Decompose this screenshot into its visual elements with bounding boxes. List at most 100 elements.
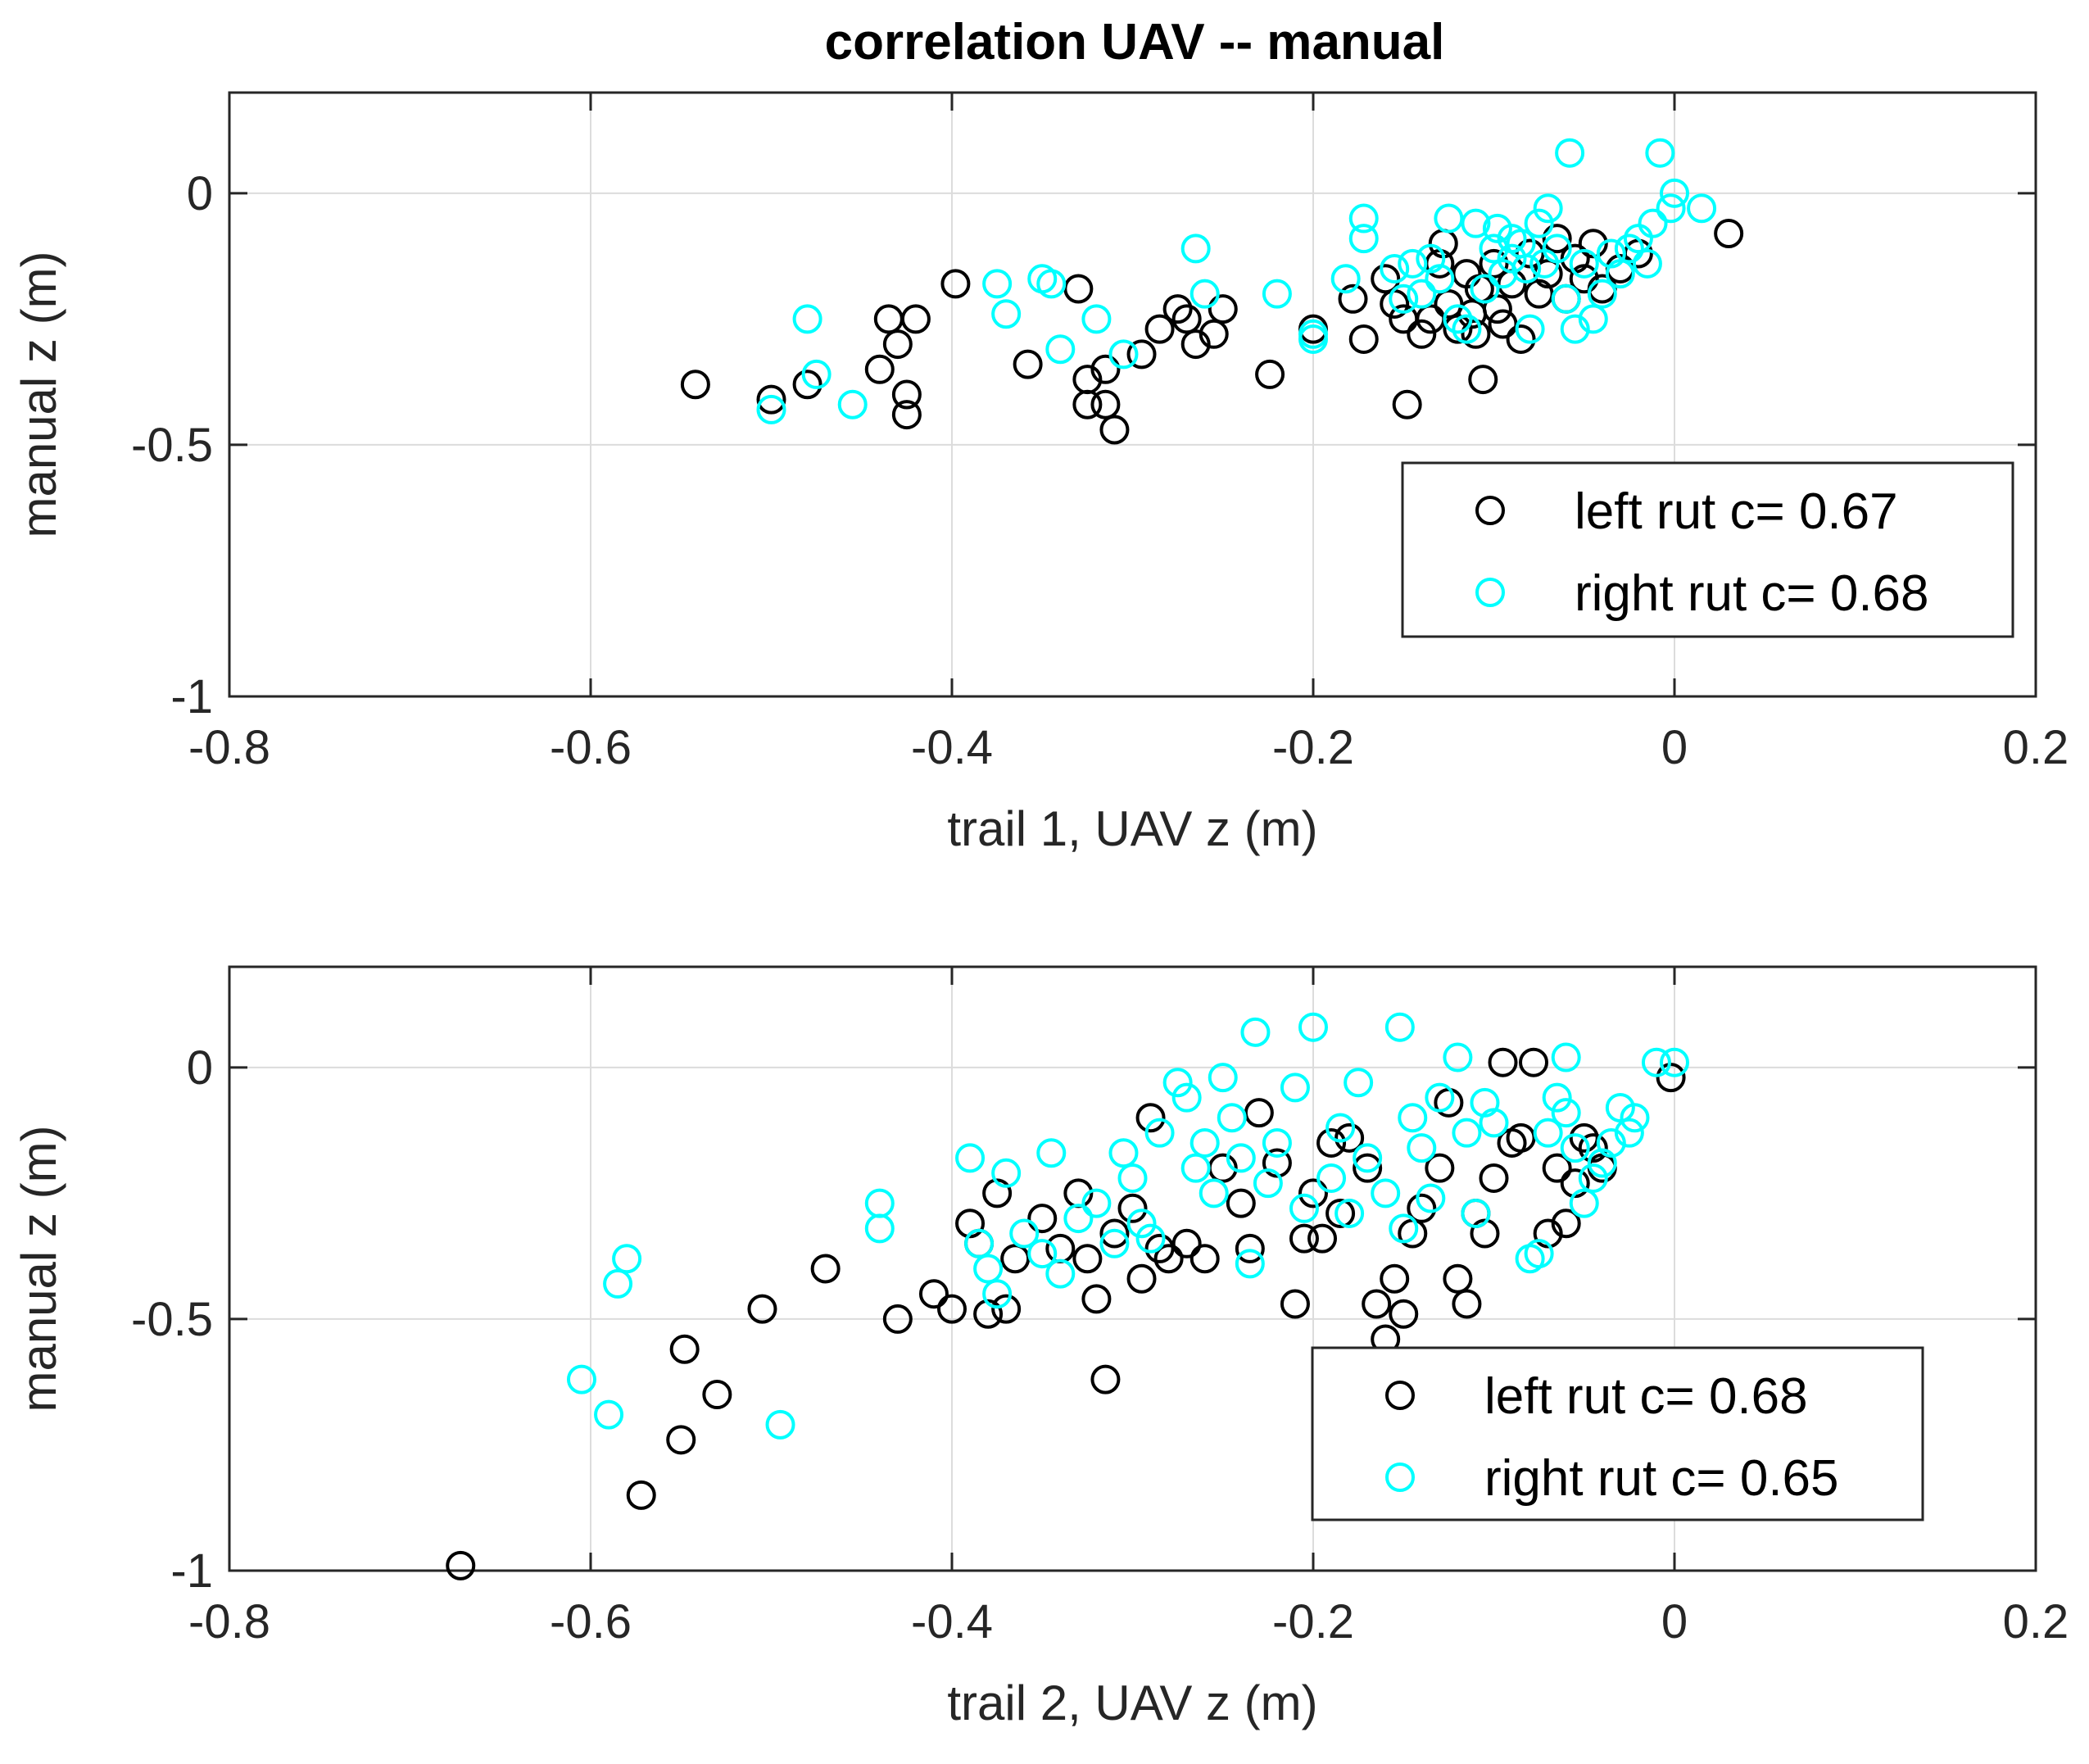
x-tick-label: 0 xyxy=(1661,1595,1688,1648)
legend-marker-left-rut xyxy=(1385,1381,1415,1410)
left-rut-point xyxy=(1298,1178,1328,1208)
left-rut-point xyxy=(1506,324,1536,354)
left-rut-point xyxy=(882,1304,913,1334)
left-rut-point xyxy=(1542,224,1572,254)
left-rut-point xyxy=(792,370,822,400)
right-rut-point xyxy=(1614,234,1644,264)
left-rut-point xyxy=(446,1550,476,1580)
left-rut-point xyxy=(1392,389,1422,419)
legend-label-left-rut: left rut c= 0.67 xyxy=(1575,483,1898,540)
right-rut-point xyxy=(1542,234,1572,264)
subplot-trail-1: -0.8 -0.6 -0.4 -0.2 0 0.2 -1 -0.5 0 trail 1, UAV… xyxy=(11,91,2069,856)
right-rut-point xyxy=(1371,1178,1401,1208)
left-rut-point xyxy=(1506,1122,1536,1153)
left-rut-point xyxy=(1578,1133,1608,1163)
x-tick-label: -0.4 xyxy=(911,1595,993,1648)
right-rut-point xyxy=(991,299,1022,329)
y-tick-label: 0 xyxy=(187,1041,213,1095)
right-rut-point xyxy=(1660,1047,1689,1077)
right-rut-point xyxy=(1262,279,1292,309)
right-rut-point xyxy=(1171,1082,1202,1113)
right-rut-point xyxy=(1425,1082,1455,1113)
left-rut-point xyxy=(1479,1163,1509,1193)
right-rut-point xyxy=(1208,1063,1238,1093)
right-rut-point xyxy=(1316,1163,1347,1193)
right-rut-point xyxy=(1289,1193,1319,1223)
right-rut-point xyxy=(1443,304,1473,334)
right-rut-point xyxy=(837,389,868,419)
right-rut-point xyxy=(1434,203,1464,234)
x-tick-label: -0.8 xyxy=(188,1595,270,1648)
left-rut-point xyxy=(1714,218,1744,248)
left-rut-point xyxy=(1307,1223,1338,1254)
x-axis-label-trail-2: trail 2, UAV z (m) xyxy=(947,1676,1317,1730)
right-rut-point xyxy=(1027,1239,1058,1269)
right-rut-point xyxy=(1240,1017,1271,1047)
right-rut-point xyxy=(1280,1072,1310,1103)
left-rut-point xyxy=(626,1480,656,1510)
right-rut-point xyxy=(1226,1143,1256,1173)
right-rut-point xyxy=(1656,193,1686,224)
legend-trail-2: left rut c= 0.68 right rut c= 0.65 xyxy=(1311,1346,1924,1521)
left-rut-point xyxy=(1488,309,1518,339)
left-rut-point xyxy=(1171,304,1202,334)
right-rut-point xyxy=(1470,1087,1500,1118)
left-rut-point xyxy=(1090,1364,1121,1394)
figure-title: correlation UAV -- manual xyxy=(825,14,1445,70)
left-rut-point xyxy=(1199,319,1229,349)
left-rut-point xyxy=(955,1208,986,1239)
y-tick-label: -1 xyxy=(170,1544,213,1598)
right-rut-point xyxy=(1398,1103,1428,1133)
right-rut-point xyxy=(1108,339,1139,370)
right-rut-point xyxy=(1578,1163,1608,1193)
x-tick-label: 0.2 xyxy=(2003,721,2069,774)
left-rut-point xyxy=(1208,294,1238,324)
right-rut-point xyxy=(1036,269,1067,299)
right-rut-point xyxy=(1298,324,1328,354)
left-rut-point xyxy=(1519,1047,1549,1077)
left-rut-point xyxy=(1126,339,1157,370)
right-rut-point xyxy=(1348,203,1379,234)
right-rut-point xyxy=(1217,1103,1247,1133)
left-rut-point xyxy=(1452,1289,1482,1319)
right-rut-point xyxy=(1036,1138,1067,1168)
right-rut-point xyxy=(1389,283,1419,314)
left-rut-point xyxy=(1533,1218,1563,1249)
right-rut-point xyxy=(1199,1178,1229,1208)
right-rut-point xyxy=(1425,264,1455,294)
left-rut-point xyxy=(973,1299,1004,1329)
right-rut-point xyxy=(1416,1183,1446,1213)
left-rut-point xyxy=(1289,1223,1319,1254)
right-rut-point xyxy=(1497,243,1527,274)
right-rut-point xyxy=(1108,1138,1139,1168)
right-rut-point xyxy=(1524,1239,1554,1269)
right-rut-point xyxy=(765,1409,795,1440)
left-rut-point xyxy=(1226,1188,1256,1218)
right-rut-point xyxy=(1645,138,1675,168)
left-rut-point xyxy=(982,1178,1013,1208)
right-rut-point xyxy=(594,1399,624,1430)
right-rut-point xyxy=(991,1158,1022,1188)
left-rut-point xyxy=(1144,314,1175,344)
right-rut-point xyxy=(1596,238,1626,269)
right-rut-point xyxy=(1479,234,1509,264)
right-rut-point xyxy=(1330,264,1361,294)
left-rut-point xyxy=(1280,1289,1310,1319)
legend-box-trail-2 xyxy=(1311,1346,1924,1521)
legend-trail-1: left rut c= 0.67 right rut c= 0.68 xyxy=(1401,461,2014,638)
left-rut-point xyxy=(864,354,895,384)
right-rut-point xyxy=(973,1254,1004,1284)
x-tick-label: -0.6 xyxy=(550,721,632,774)
left-rut-point xyxy=(680,370,710,400)
right-rut-point xyxy=(1126,1208,1157,1239)
right-rut-point xyxy=(1416,243,1446,274)
x-tick-label: -0.4 xyxy=(911,721,993,774)
right-rut-point xyxy=(756,394,786,424)
right-rut-point xyxy=(1144,1118,1175,1148)
right-rut-point xyxy=(1551,283,1581,314)
right-rut-point xyxy=(1180,234,1211,264)
right-rut-point xyxy=(1551,1098,1581,1128)
right-rut-point xyxy=(792,304,822,334)
left-rut-point xyxy=(1027,1204,1058,1234)
